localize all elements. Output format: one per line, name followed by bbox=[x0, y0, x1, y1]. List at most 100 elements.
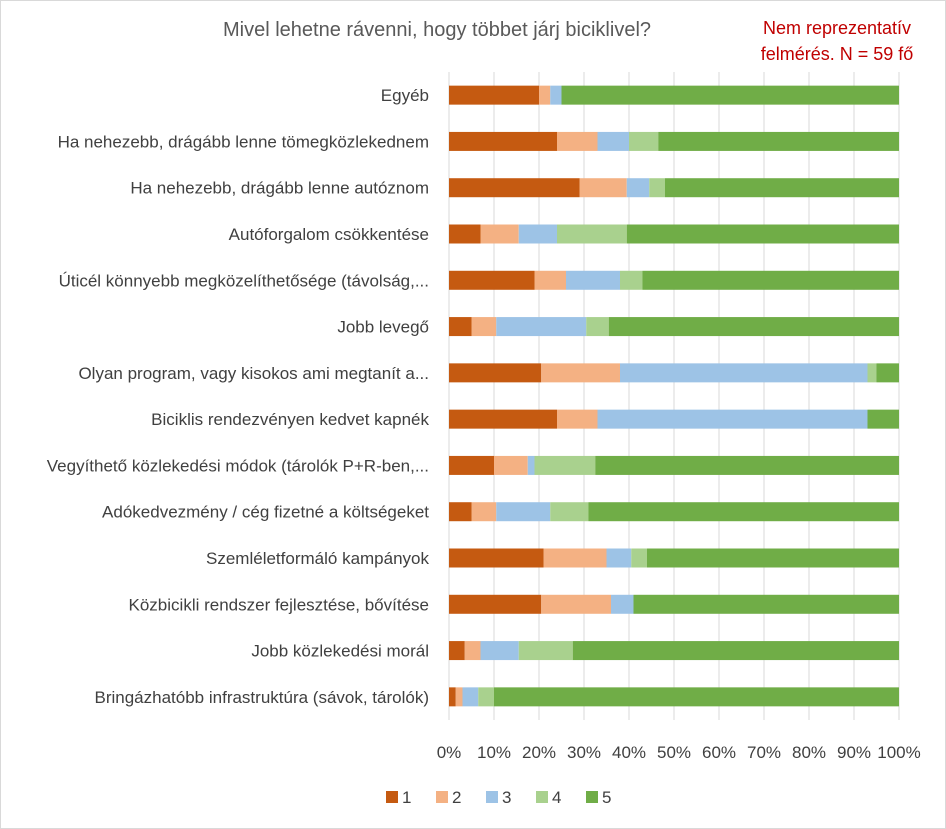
bar-segment-1 bbox=[449, 687, 456, 707]
bar-segment-3 bbox=[496, 502, 551, 522]
category-label: Jobb közlekedési morál bbox=[251, 642, 429, 661]
x-tick-label: 60% bbox=[702, 743, 736, 762]
bar-segment-3 bbox=[597, 409, 868, 429]
x-tick-labels: 0% 10% 20% 30% 40% 50% 60% 70% 80% 90% 100% bbox=[437, 743, 921, 762]
bar-segment-4 bbox=[586, 317, 609, 337]
legend-label: 3 bbox=[502, 788, 511, 807]
bar-segment-4 bbox=[534, 455, 596, 475]
bar-segment-5 bbox=[572, 641, 899, 661]
category-label: Közbicikli rendszer fejlesztése, bővítés… bbox=[129, 595, 429, 614]
bar-segment-3 bbox=[566, 270, 620, 290]
bar-segment-4 bbox=[649, 178, 665, 198]
category-label: Bringázhatóbb infrastruktúra (sávok, tár… bbox=[95, 688, 430, 707]
bar-segment-5 bbox=[561, 85, 899, 105]
bar-segment-2 bbox=[471, 317, 497, 337]
bar-segment-5 bbox=[608, 317, 899, 337]
x-tick-label: 0% bbox=[437, 743, 462, 762]
bar-segment-5 bbox=[876, 363, 899, 383]
legend-swatch bbox=[586, 791, 598, 803]
bar-segment-3 bbox=[626, 178, 650, 198]
bar-segment-5 bbox=[626, 224, 899, 244]
category-label: Biciklis rendezvényen kedvet kapnék bbox=[151, 410, 429, 429]
legend: 1 2 3 4 5 bbox=[386, 788, 611, 807]
bar-segment-4 bbox=[478, 687, 494, 707]
bar-segment-1 bbox=[449, 363, 542, 383]
category-label: Szemléletformáló kampányok bbox=[206, 549, 429, 568]
bar-segment-3 bbox=[462, 687, 479, 707]
bar-segment-5 bbox=[658, 131, 899, 151]
bar-segment-5 bbox=[867, 409, 899, 429]
category-labels: Egyéb Ha nehezebb, drágább lenne tömegköz… bbox=[47, 86, 430, 707]
bar-segment-1 bbox=[449, 85, 539, 105]
category-label: Adókedvezmény / cég fizetné a költségeke… bbox=[102, 503, 429, 522]
bar-segment-5 bbox=[665, 178, 899, 198]
bar-segment-2 bbox=[539, 85, 551, 105]
bar-segment-3 bbox=[518, 224, 557, 244]
bar-segment-1 bbox=[449, 594, 542, 614]
bar-segment-2 bbox=[579, 178, 627, 198]
legend-label: 5 bbox=[602, 788, 611, 807]
legend-label: 2 bbox=[452, 788, 461, 807]
bar-segment-5 bbox=[647, 548, 899, 568]
category-label: Úticél könnyebb megközelíthetősége (távo… bbox=[59, 271, 429, 290]
category-label: Egyéb bbox=[381, 86, 429, 105]
bar-segment-3 bbox=[496, 317, 587, 337]
bar-segment-3 bbox=[611, 594, 634, 614]
bar-segment-4 bbox=[620, 270, 643, 290]
bar-segment-2 bbox=[464, 641, 481, 661]
bar-segment-3 bbox=[606, 548, 632, 568]
category-label: Ha nehezebb, drágább lenne tömegközleked… bbox=[58, 132, 429, 151]
legend-label: 1 bbox=[402, 788, 411, 807]
x-tick-label: 100% bbox=[877, 743, 920, 762]
chart-annotation: Nem reprezentatív felmérés. N = 59 fő bbox=[760, 18, 914, 64]
x-tick-label: 40% bbox=[612, 743, 646, 762]
chart-title: Mivel lehetne rávenni, hogy többet járj … bbox=[223, 19, 652, 41]
bar-segment-5 bbox=[642, 270, 899, 290]
bar-segment-2 bbox=[534, 270, 566, 290]
x-tick-label: 30% bbox=[567, 743, 601, 762]
bar-segment-3 bbox=[597, 131, 629, 151]
legend-swatch bbox=[536, 791, 548, 803]
bar-segment-1 bbox=[449, 224, 481, 244]
x-tick-label: 20% bbox=[522, 743, 556, 762]
bar-segment-1 bbox=[449, 455, 494, 475]
x-tick-label: 70% bbox=[747, 743, 781, 762]
bar-segment-2 bbox=[543, 548, 607, 568]
bar-segment-1 bbox=[449, 270, 535, 290]
bar-segment-2 bbox=[471, 502, 497, 522]
bar-segment-4 bbox=[550, 502, 589, 522]
bar-segment-4 bbox=[867, 363, 877, 383]
bar-segment-1 bbox=[449, 409, 557, 429]
bar-segment-4 bbox=[629, 131, 659, 151]
bar-segment-3 bbox=[480, 641, 519, 661]
x-tick-label: 50% bbox=[657, 743, 691, 762]
category-label: Olyan program, vagy kisokos ami megtanít… bbox=[78, 364, 429, 383]
bar-segment-3 bbox=[527, 455, 535, 475]
bar-segment-5 bbox=[494, 687, 899, 707]
grid-lines bbox=[448, 72, 900, 720]
bar-segment-2 bbox=[557, 409, 598, 429]
category-label: Jobb levegő bbox=[337, 318, 429, 337]
bar-segment-1 bbox=[449, 131, 557, 151]
bar-segment-3 bbox=[550, 85, 562, 105]
bar-segment-4 bbox=[557, 224, 627, 244]
bar-segment-5 bbox=[633, 594, 899, 614]
bar-segment-2 bbox=[541, 363, 620, 383]
bar-segment-2 bbox=[480, 224, 519, 244]
bar-segment-4 bbox=[631, 548, 647, 568]
bar-segment-2 bbox=[455, 687, 463, 707]
x-tick-label: 90% bbox=[837, 743, 871, 762]
bar-segment-4 bbox=[518, 641, 573, 661]
category-label: Autóforgalom csökkentése bbox=[229, 225, 429, 244]
bar-segment-1 bbox=[449, 548, 544, 568]
bar-segment-1 bbox=[449, 178, 580, 198]
bars bbox=[449, 85, 899, 707]
legend-label: 4 bbox=[552, 788, 561, 807]
x-tick-label: 10% bbox=[477, 743, 511, 762]
bar-segment-3 bbox=[620, 363, 868, 383]
bar-segment-1 bbox=[449, 317, 472, 337]
bar-segment-1 bbox=[449, 641, 465, 661]
bar-segment-1 bbox=[449, 502, 472, 522]
legend-swatch bbox=[386, 791, 398, 803]
